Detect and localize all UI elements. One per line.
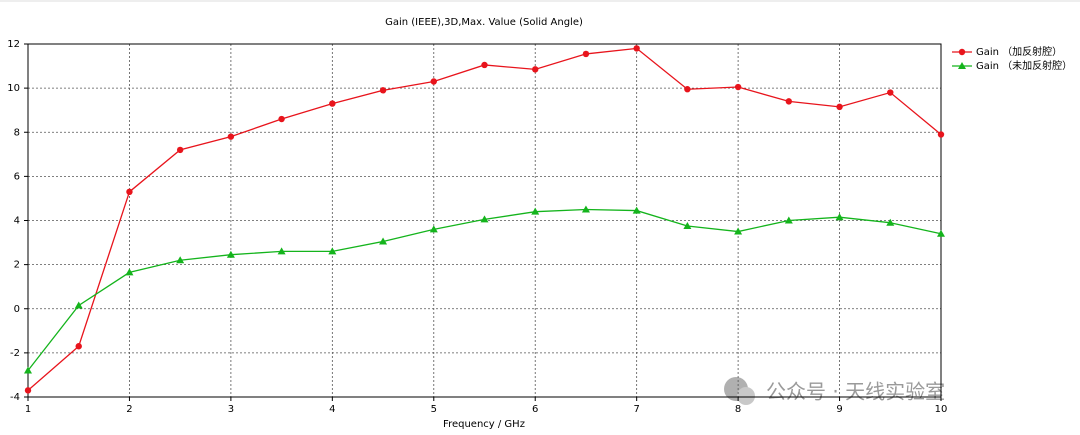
- legend-label: Gain （加反射腔）: [976, 45, 1062, 58]
- x-tick-label: 8: [735, 404, 741, 415]
- marker: [836, 103, 843, 111]
- marker: [784, 216, 793, 224]
- x-tick-label: 1: [25, 404, 31, 415]
- x-tick-label: 2: [126, 404, 132, 415]
- y-tick-label: 0: [14, 304, 20, 315]
- marker: [125, 268, 134, 276]
- marker: [379, 237, 388, 245]
- marker: [887, 89, 894, 96]
- marker: [886, 218, 895, 226]
- marker: [278, 115, 285, 123]
- marker: [329, 100, 336, 107]
- x-tick-label: 5: [431, 404, 437, 415]
- marker: [734, 227, 743, 235]
- marker: [328, 247, 337, 255]
- y-tick-label: -4: [10, 392, 20, 403]
- marker: [683, 222, 692, 230]
- marker: [633, 45, 640, 52]
- legend-label: Gain （未加反射腔）: [976, 59, 1072, 72]
- marker: [734, 83, 742, 91]
- marker: [126, 188, 133, 196]
- x-tick-label: 10: [935, 404, 948, 415]
- marker: [632, 206, 641, 214]
- y-tick-label: 2: [14, 260, 20, 271]
- marker: [24, 387, 32, 394]
- y-tick-label: -2: [10, 348, 20, 359]
- x-tick-label: 4: [329, 404, 335, 415]
- watermark: 公众号 · 天线实验室: [724, 377, 945, 405]
- x-tick-label: 3: [228, 404, 234, 415]
- marker: [226, 250, 235, 258]
- y-tick-label: 8: [14, 127, 20, 138]
- marker: [227, 133, 235, 140]
- marker: [481, 61, 488, 69]
- x-tick-label: 9: [836, 404, 842, 415]
- x-tick-label: 7: [633, 404, 639, 415]
- watermark-icon: [737, 387, 755, 405]
- marker: [176, 146, 184, 154]
- marker: [581, 205, 590, 213]
- x-axis-label: Frequency / GHz: [443, 419, 525, 430]
- legend-marker: [958, 62, 966, 69]
- watermark-text: 公众号 · 天线实验室: [766, 380, 945, 404]
- marker: [835, 213, 844, 221]
- marker: [937, 131, 945, 138]
- y-tick-label: 10: [7, 83, 20, 94]
- marker: [684, 86, 691, 93]
- marker: [379, 87, 387, 94]
- legend-marker: [958, 48, 966, 56]
- plot-frame: [27, 43, 942, 398]
- y-tick-label: 12: [7, 39, 20, 50]
- marker: [176, 256, 185, 264]
- marker: [785, 98, 793, 105]
- marker: [430, 78, 437, 85]
- marker: [75, 343, 82, 350]
- marker: [532, 66, 539, 73]
- marker: [582, 50, 590, 58]
- y-tick-label: 6: [14, 171, 20, 182]
- marker: [74, 301, 83, 309]
- marker: [429, 225, 438, 233]
- x-tick-label: 6: [532, 404, 538, 415]
- y-tick-label: 4: [14, 216, 20, 227]
- marker: [277, 247, 286, 255]
- chart-title: Gain (IEEE),3D,Max. Value (Solid Angle): [385, 17, 583, 28]
- marker: [531, 207, 540, 215]
- marker: [24, 366, 32, 374]
- marker: [480, 215, 489, 223]
- marker: [937, 229, 945, 237]
